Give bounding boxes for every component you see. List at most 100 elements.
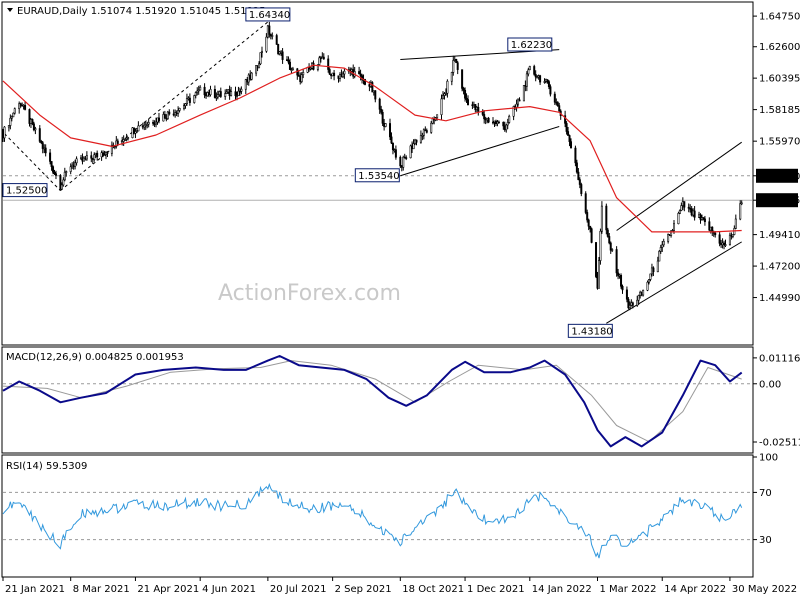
candle-body [234,91,237,97]
candle-body [103,154,106,157]
candle-body [570,141,573,149]
price-axis-label: 1.55970 [759,137,800,148]
candle-body [584,193,587,213]
candle-body [62,179,65,186]
x-axis-label: 21 Apr 2021 [137,584,199,595]
candle-body [215,96,218,99]
candle-body [219,91,222,97]
candle-body [718,234,721,244]
candle-body [197,89,200,92]
macd-lines [2,355,752,448]
symbol-header: EURAUD,Daily 1.51074 1.51920 1.51045 1.5… [17,6,266,17]
macd-axis-label: 0.011168 [759,353,800,364]
candle-body [621,285,624,291]
rsi-panel [1,454,754,578]
candle-body [203,86,206,96]
candle-body [102,152,105,156]
price-axis-highlight-box [756,168,798,183]
candle-body [586,212,589,221]
candle-body [708,221,711,231]
candle-body [238,90,241,93]
candle-body [680,205,683,211]
price-label-text: 1.43180 [571,326,612,337]
candle-body [384,123,387,127]
candle-body [497,121,500,124]
candle-body [50,161,53,167]
candle-body [288,61,291,70]
candle-body [54,173,57,176]
candle-body [63,171,66,181]
candle-body [155,121,158,125]
candle-body [637,295,640,301]
candle-body [474,104,477,110]
candle-body [443,93,446,96]
candle-body [381,111,384,124]
candle-body [82,157,85,162]
candle-body [196,90,199,93]
rsi-label: RSI(14) 59.5309 [6,461,87,472]
candle-body [549,86,552,95]
candle-body [739,203,742,220]
trendline [400,126,560,177]
candle-body [687,206,690,209]
price-label-box [567,323,613,338]
candle-body [390,136,393,144]
candle-body [512,106,515,117]
candle-body [515,103,518,108]
candle-body [642,289,645,296]
price-label-box [245,7,291,22]
candle-body [574,147,577,164]
candle-body [178,107,181,111]
candle-body [646,281,649,291]
candle-body [69,166,72,172]
candle-body [333,72,336,77]
rsi-line [2,482,752,559]
price-label-box [354,168,400,183]
candle-body [277,44,280,54]
candle-body [487,117,490,123]
candle-body [556,102,559,106]
candle-body [419,135,422,143]
candle-body [455,59,458,64]
price-label-text: 1.62230 [511,40,552,51]
candle-body [185,98,188,105]
candle-body [322,56,325,60]
price-label-text: 1.64340 [249,10,290,21]
candle-body [522,85,525,102]
candle-body [430,122,433,133]
candle-body [575,162,578,173]
candle-body [587,219,590,227]
candle-body [24,105,27,110]
candle-body [268,25,271,35]
candle-body [182,105,185,109]
candle-body [483,114,486,120]
price-axis-label: 1.51825 [759,196,800,207]
candle-body [53,171,56,175]
dropdown-triangle-icon[interactable] [7,8,13,12]
candle-body [661,244,664,248]
candle-body [18,103,21,110]
candle-body [127,137,130,140]
candle-body [446,80,449,94]
candle-body [31,119,34,125]
candle-body [577,171,580,180]
candle-body [399,156,402,167]
candle-body [609,242,612,251]
candle-body [124,139,127,141]
candle-body [259,52,262,65]
candle-body [740,202,743,205]
candle-body [380,109,383,113]
x-axis-label: 2 Sep 2021 [335,584,392,595]
candle-body [599,230,602,261]
x-axis-label: 1 Mar 2022 [599,584,656,595]
candle-body [652,267,655,273]
candle-body [506,122,509,126]
candle-body [565,123,568,132]
trendline [616,141,742,231]
candle-body [213,89,216,98]
candle-body [553,93,556,103]
x-axis-label: 14 Apr 2022 [664,584,726,595]
candle-body [258,63,261,69]
candle-body [19,103,22,106]
candle-body [662,240,665,246]
